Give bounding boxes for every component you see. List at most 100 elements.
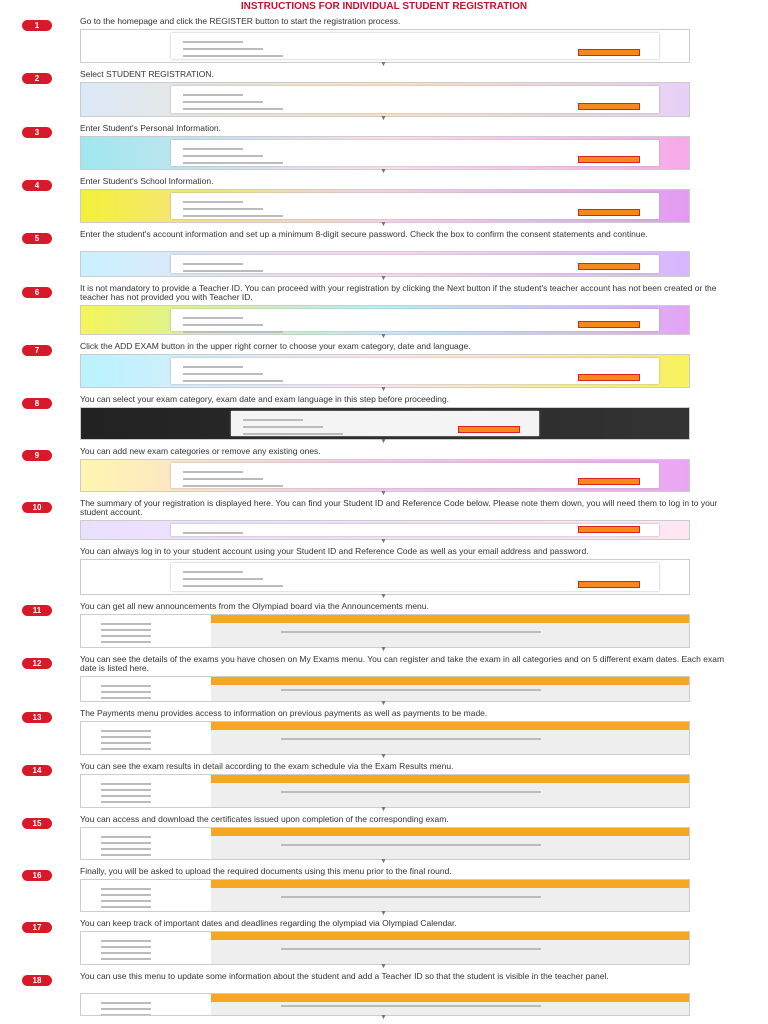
- field: [183, 148, 243, 150]
- step-number: 11: [22, 605, 52, 616]
- menu-item: [101, 952, 151, 954]
- step-text: The summary of your registration is disp…: [80, 498, 718, 517]
- screenshot: [80, 931, 690, 965]
- field: [183, 41, 243, 43]
- menu-item: [101, 801, 151, 803]
- step-text: You can get all new announcements from t…: [80, 601, 429, 611]
- screenshot: [80, 82, 690, 117]
- field: [183, 215, 283, 217]
- screenshot: [80, 407, 690, 440]
- step-text: Finally, you will be asked to upload the…: [80, 866, 452, 876]
- header-bar: [211, 677, 689, 685]
- step-text: You can add new exam categories or remov…: [80, 446, 321, 456]
- step-text: Go to the homepage and click the REGISTE…: [80, 16, 401, 26]
- down-arrow: ▼: [380, 806, 387, 813]
- menu-item: [101, 836, 151, 838]
- field: [183, 571, 243, 573]
- down-arrow: ▼: [380, 438, 387, 445]
- field: [183, 578, 263, 580]
- screenshot: [80, 251, 690, 277]
- screenshot: [80, 520, 690, 540]
- step-number: 17: [22, 922, 52, 933]
- step-number: 14: [22, 765, 52, 776]
- menu-item: [101, 783, 151, 785]
- step-number: 8: [22, 398, 52, 409]
- button: [578, 49, 640, 56]
- screenshot: [80, 879, 690, 912]
- content-line: [281, 689, 541, 691]
- menu-item: [101, 1014, 151, 1015]
- menu-item: [101, 623, 151, 625]
- menu-item: [101, 697, 151, 699]
- button: [578, 263, 640, 270]
- field: [183, 162, 283, 164]
- form-panel: [171, 563, 659, 591]
- step-number: 6: [22, 287, 52, 298]
- screenshot: [80, 774, 690, 808]
- content-line: [281, 1004, 541, 1007]
- step-number: 5: [22, 233, 52, 244]
- header-bar: [211, 722, 689, 730]
- screenshot: [80, 614, 690, 648]
- field: [183, 532, 243, 534]
- title: INSTRUCTIONS FOR INDIVIDUAL STUDENT REGI…: [240, 1, 528, 12]
- step-number: 10: [22, 502, 52, 513]
- field: [183, 263, 243, 265]
- down-arrow: ▼: [380, 115, 387, 122]
- form-panel: [171, 255, 659, 273]
- field: [183, 108, 283, 110]
- screenshot: [80, 993, 690, 1016]
- down-arrow: ▼: [380, 963, 387, 970]
- form-panel: [171, 524, 659, 536]
- field: [183, 478, 263, 480]
- field: [183, 155, 263, 157]
- button: [458, 426, 520, 433]
- menu-item: [101, 742, 151, 744]
- down-arrow: ▼: [380, 1014, 387, 1021]
- form-panel: [231, 411, 539, 436]
- menu-item: [101, 641, 151, 643]
- down-arrow: ▼: [380, 221, 387, 228]
- screenshot: [80, 136, 690, 170]
- screenshot: [80, 305, 690, 335]
- field: [243, 419, 303, 421]
- step-text: Enter Student's School Information.: [80, 176, 214, 186]
- down-arrow: ▼: [380, 753, 387, 760]
- down-arrow: ▼: [380, 61, 387, 68]
- button: [578, 321, 640, 328]
- header-bar: [211, 828, 689, 836]
- header-bar: [211, 615, 689, 623]
- header-bar: [211, 994, 689, 1002]
- menu-item: [101, 730, 151, 732]
- field: [243, 426, 323, 428]
- down-arrow: ▼: [380, 538, 387, 545]
- down-arrow: ▼: [380, 646, 387, 653]
- menu-item: [101, 789, 151, 791]
- form-panel: [171, 309, 659, 333]
- step-text: You can use this menu to update some inf…: [80, 971, 609, 981]
- down-arrow: ▼: [380, 490, 387, 497]
- menu-item: [101, 736, 151, 738]
- field: [183, 585, 283, 587]
- content-line: [281, 843, 541, 846]
- content-line: [281, 738, 541, 740]
- screenshot: [80, 189, 690, 223]
- screenshot: [80, 354, 690, 388]
- button: [578, 526, 640, 533]
- step-number: 16: [22, 870, 52, 881]
- content-line: [281, 895, 541, 898]
- step-text: You can see the exam results in detail a…: [80, 761, 454, 771]
- field: [183, 380, 283, 382]
- field: [183, 55, 283, 57]
- step-number: 2: [22, 73, 52, 84]
- down-arrow: ▼: [380, 593, 387, 600]
- step-number: 7: [22, 345, 52, 356]
- menu-item: [101, 888, 151, 890]
- step-text: You can always log in to your student ac…: [80, 546, 589, 556]
- step-text: You can select your exam category, exam …: [80, 394, 450, 404]
- menu-item: [101, 691, 151, 693]
- content-line: [281, 948, 541, 950]
- field: [183, 317, 243, 319]
- content-line: [281, 791, 541, 793]
